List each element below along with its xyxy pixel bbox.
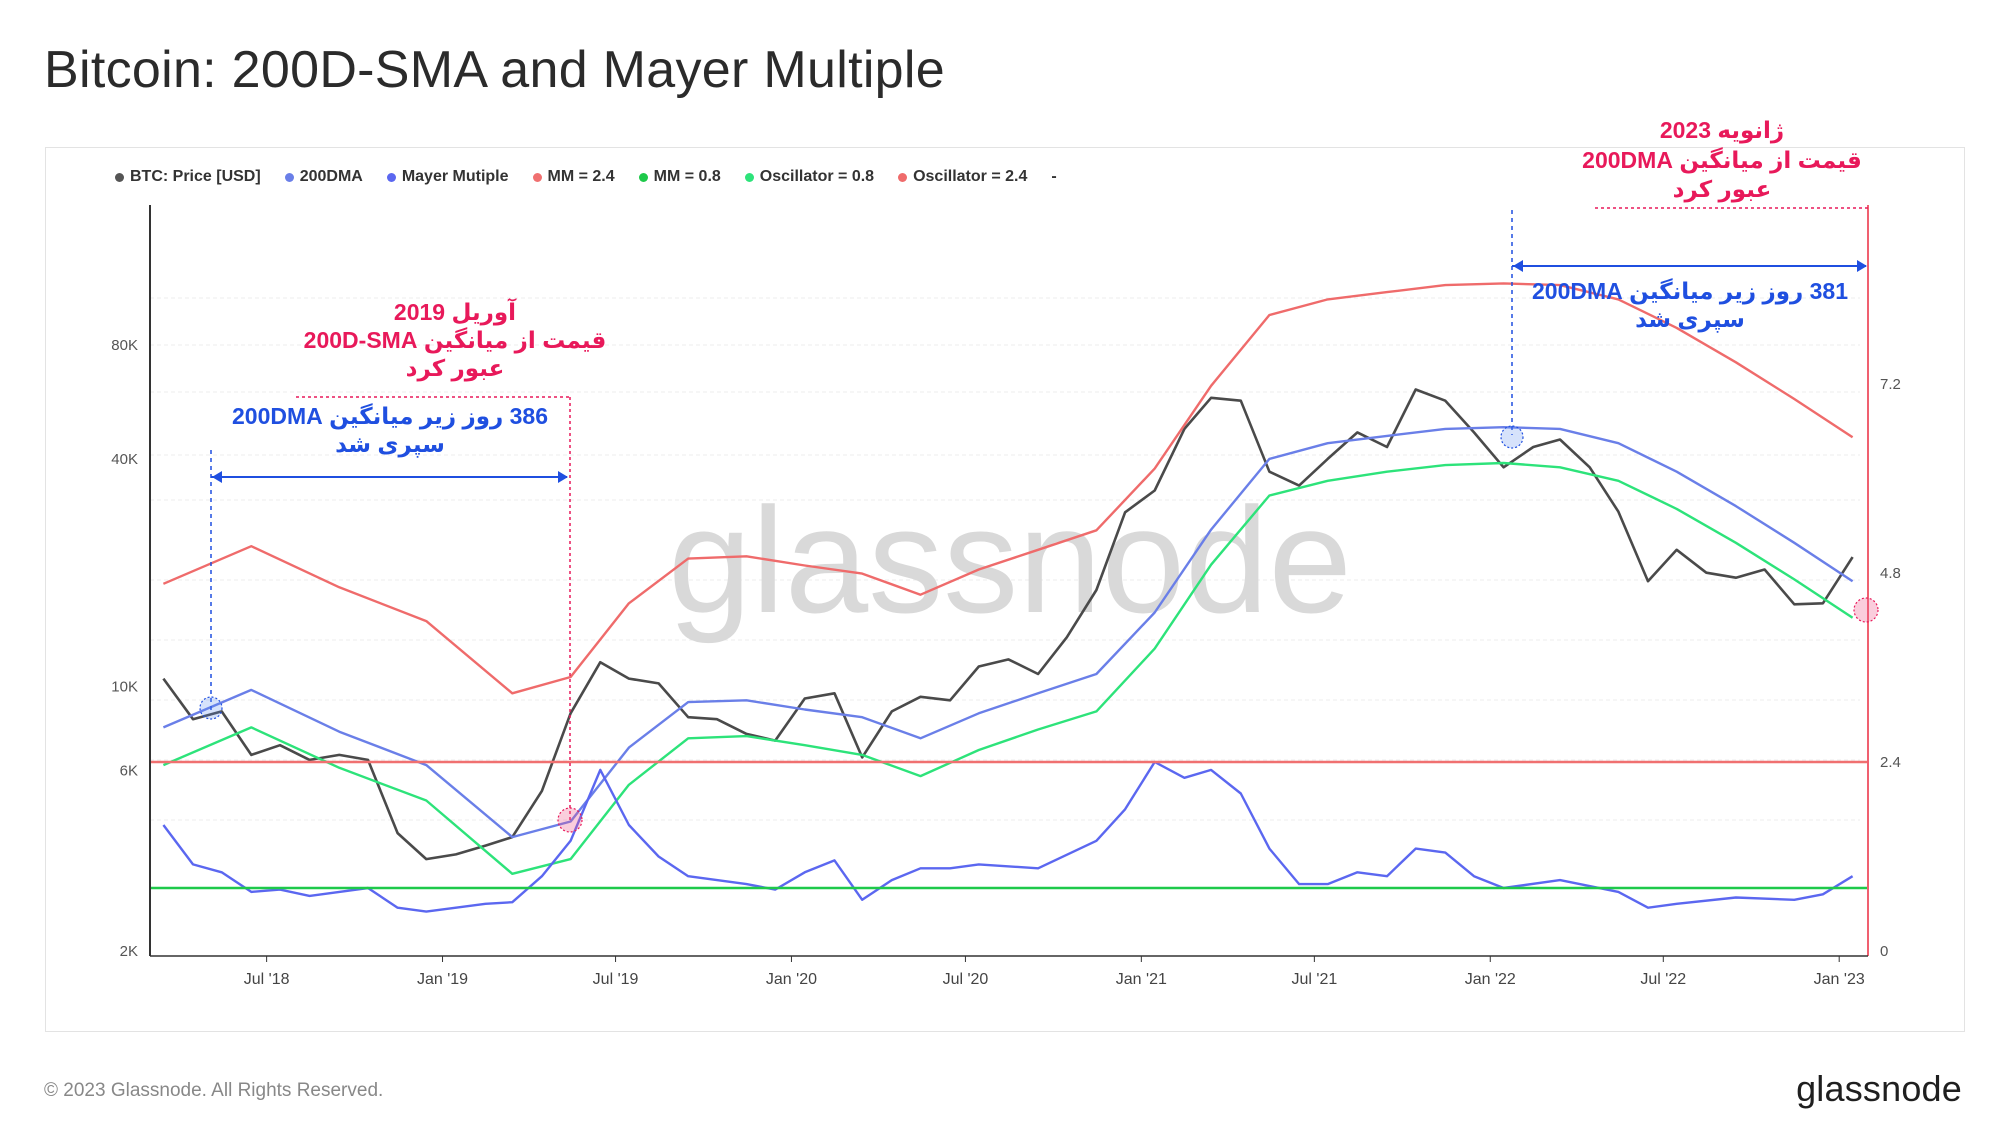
series-line-oscillator-2-4	[162, 282, 1854, 695]
cross-marker-2018	[199, 696, 223, 720]
series-layer	[150, 282, 1868, 913]
annotation-right-span-line2: سپری شد	[1635, 306, 1745, 333]
series-line-oscillator-0-8	[162, 461, 1854, 875]
annotation-left-span-line2: سپری شد	[335, 431, 445, 458]
cross-marker-2021	[1500, 425, 1524, 449]
legend-dot-icon	[386, 172, 396, 182]
x-tick-label: Jul '18	[244, 971, 290, 988]
annotation-left-date-line2: قیمت از میانگین 200D-SMA	[304, 327, 607, 354]
cross-marker-2019	[557, 807, 583, 833]
y-right-tick-label: 2.4	[1880, 754, 1901, 771]
x-tick-label: Jul '22	[1640, 971, 1686, 988]
legend-label: Mayer Mutiple	[401, 168, 509, 185]
annotation-right-date-line3: عبور کرد	[1673, 176, 1772, 203]
chart-frame	[45, 147, 1965, 1032]
chart-legend: BTC: Price [USD] 200DMA Mayer Mutiple MM…	[115, 165, 1057, 189]
x-tick-label: Jul '21	[1291, 971, 1337, 988]
legend-label: MM = 0.8	[653, 168, 721, 185]
legend-label: 200DMA	[299, 168, 363, 185]
y-left-tick-label: 80K	[111, 337, 138, 354]
y-left-tick-label: 40K	[111, 451, 138, 468]
legend-dot-icon	[898, 172, 908, 182]
legend-label: MM = 2.4	[547, 168, 615, 185]
legend-dot-icon	[532, 172, 542, 182]
legend-label: -	[1051, 168, 1057, 185]
x-tick-label: Jan '21	[1116, 971, 1167, 988]
y-right-tick-label: 0	[1880, 943, 1888, 960]
annotation-right-date-line2: قیمت از میانگین 200DMA	[1582, 147, 1862, 174]
legend-item-mm-0-8[interactable]: MM = 0.8	[638, 168, 721, 186]
legend-item-price[interactable]: BTC: Price [USD]	[115, 168, 261, 186]
arrow-right-icon	[1857, 260, 1867, 272]
series-line-mayer-mutiple	[162, 760, 1854, 913]
x-tick-label: Jan '22	[1465, 971, 1516, 988]
legend-item-mm-2-4[interactable]: MM = 2.4	[532, 168, 615, 186]
y-right-tick-label: 7.2	[1880, 376, 1901, 393]
legend-item-mayer-multiple[interactable]: Mayer Mutiple	[386, 168, 509, 186]
x-tick-label: Jul '20	[943, 971, 989, 988]
x-tick-label: Jan '20	[766, 971, 817, 988]
x-tick-label: Jan '19	[417, 971, 468, 988]
legend-dot-icon	[284, 172, 294, 182]
y-left-tick-label: 6K	[120, 763, 138, 780]
cross-marker-2023	[1853, 597, 1879, 623]
legend-dot-icon	[638, 172, 648, 182]
legend-label: Oscillator = 0.8	[759, 168, 875, 185]
y-left-tick-label: 2K	[120, 943, 138, 960]
page-title: Bitcoin: 200D-SMA and Mayer Multiple	[44, 41, 945, 99]
annotation-right-span-line1: 381 روز زیر میانگین 200DMA	[1532, 278, 1848, 305]
x-tick-label: Jan '23	[1814, 971, 1865, 988]
legend-dot-icon	[744, 172, 754, 182]
y-left-tick-label: 10K	[111, 679, 138, 696]
series-line-btc-price-usd	[162, 388, 1854, 861]
legend-item-oscillator-0-8[interactable]: Oscillator = 0.8	[744, 168, 875, 186]
arrow-right-icon	[558, 471, 568, 483]
arrow-left-icon	[1513, 260, 1523, 272]
legend-item-200dma[interactable]: 200DMA	[284, 168, 363, 186]
annotation-left-span-line1: 386 روز زیر میانگین 200DMA	[232, 403, 548, 430]
legend-label: BTC: Price [USD]	[130, 168, 261, 185]
y-right-tick-label: 4.8	[1880, 565, 1901, 582]
annotation-right-date-line1: ژانویه 2023	[1660, 117, 1784, 144]
footer-logo: glassnode	[1796, 1068, 1962, 1109]
annotation-left-date-line1: آوریل 2019	[394, 297, 517, 326]
x-tick-label: Jul '19	[593, 971, 639, 988]
legend-dot-icon	[115, 172, 124, 182]
series-line-200dma	[162, 426, 1854, 839]
footer-copyright: © 2023 Glassnode. All Rights Reserved.	[44, 1080, 384, 1101]
legend-item-extra[interactable]: -	[1051, 168, 1056, 186]
legend-item-oscillator-2-4[interactable]: Oscillator = 2.4	[898, 168, 1027, 186]
annotation-left-date-line3: عبور کرد	[406, 355, 505, 382]
axes-layer: 80K 40K 10K 6K 2K 7.2 4.8 2.4 0 Jul '18 Jan '19 Jul…	[111, 205, 1901, 988]
legend-label: Oscillator = 2.4	[913, 168, 1028, 185]
arrow-left-icon	[212, 471, 222, 483]
